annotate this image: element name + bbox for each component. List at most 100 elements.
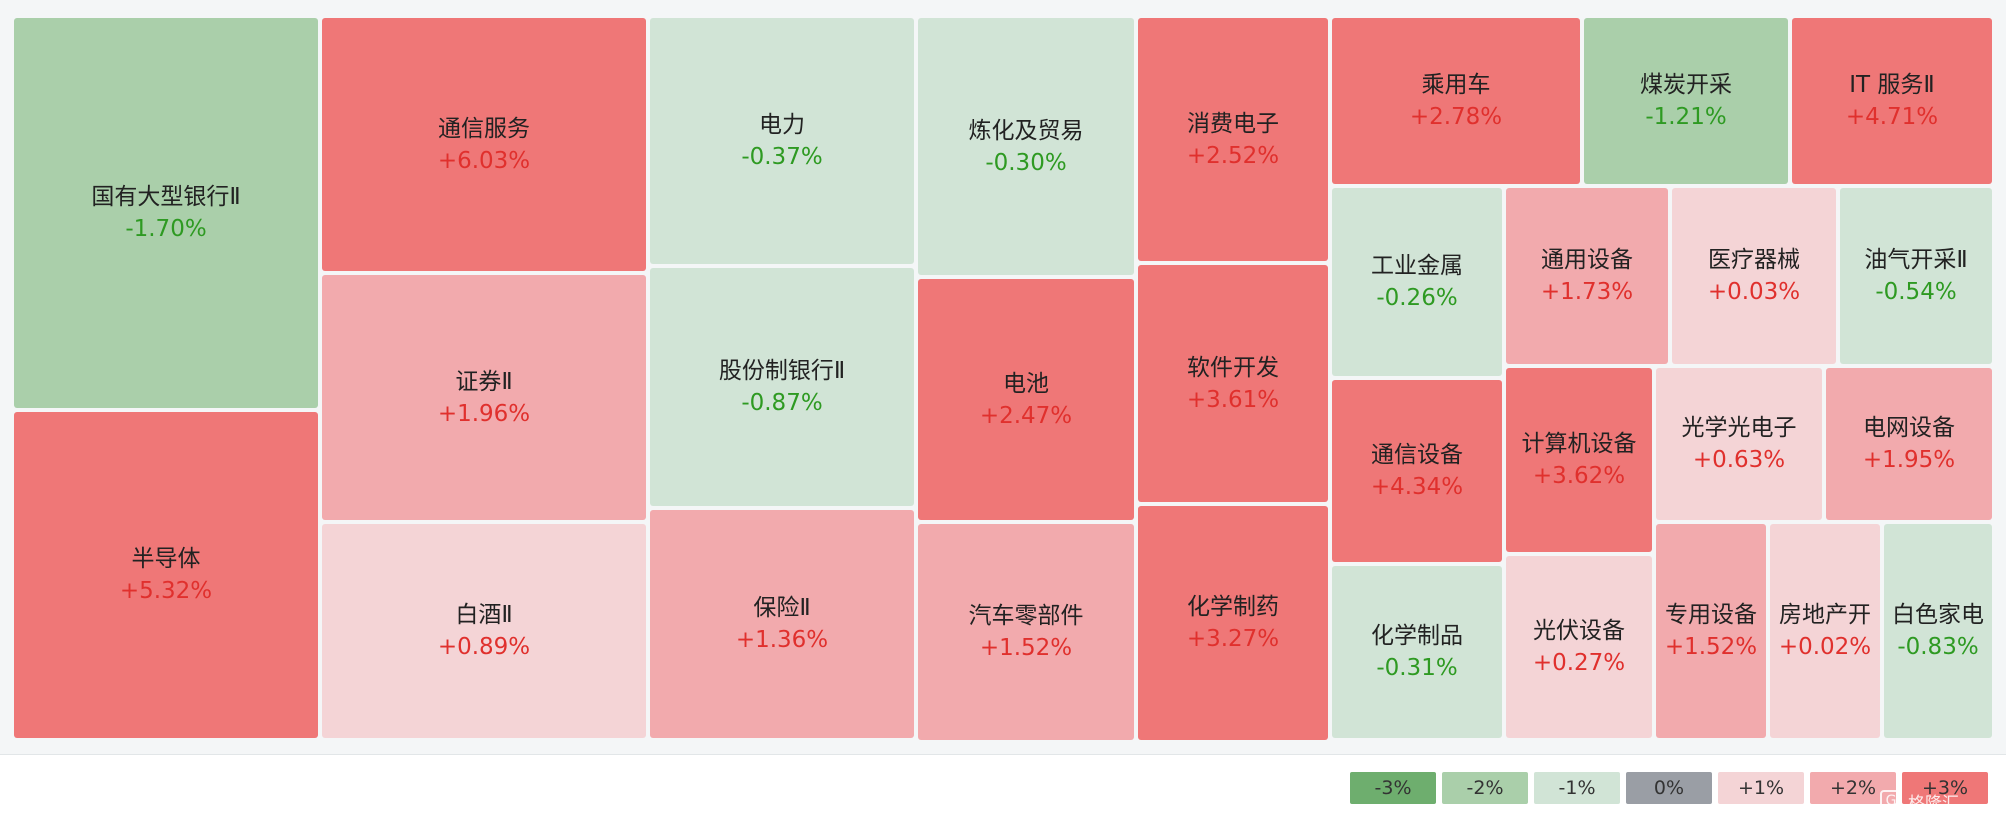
tile-change: +0.89% bbox=[437, 634, 531, 660]
legend-item: 0% bbox=[1626, 772, 1712, 804]
divider bbox=[0, 754, 2006, 755]
tile-change: +0.63% bbox=[1692, 447, 1786, 473]
treemap-tile-17[interactable]: IT 服务Ⅱ +4.71% bbox=[1792, 18, 1992, 184]
tile-name: 白色家电 bbox=[1892, 602, 1984, 628]
tile-change: +1.95% bbox=[1862, 447, 1956, 473]
treemap-tile-10[interactable]: 电池 +2.47% bbox=[918, 279, 1134, 520]
tile-change: +3.61% bbox=[1186, 386, 1280, 413]
tile-change: +4.34% bbox=[1370, 474, 1464, 500]
tile-change: -0.37% bbox=[741, 144, 823, 170]
tile-change: +3.62% bbox=[1532, 463, 1626, 489]
tile-name: 通用设备 bbox=[1541, 247, 1633, 273]
tile-name: 光学光电子 bbox=[1681, 415, 1797, 441]
tile-change: -0.83% bbox=[1897, 634, 1979, 660]
tile-name: 消费电子 bbox=[1187, 110, 1279, 137]
tile-name: IT 服务Ⅱ bbox=[1849, 72, 1935, 98]
treemap-tile-25[interactable]: 电网设备 +1.95% bbox=[1826, 368, 1992, 520]
tile-change: +0.27% bbox=[1532, 650, 1626, 676]
tile-change: -1.70% bbox=[125, 216, 207, 242]
tile-change: -0.30% bbox=[985, 149, 1067, 176]
tile-change: +1.96% bbox=[437, 400, 531, 427]
tile-name: 化学制品 bbox=[1371, 623, 1463, 649]
tile-name: 光伏设备 bbox=[1533, 618, 1625, 644]
tile-change: -0.87% bbox=[741, 390, 823, 416]
legend-item: -3% bbox=[1350, 772, 1436, 804]
tile-change: +6.03% bbox=[437, 147, 531, 174]
tile-change: +2.52% bbox=[1186, 142, 1280, 169]
tile-name: 乘用车 bbox=[1421, 72, 1491, 98]
tile-name: 油气开采Ⅱ bbox=[1864, 247, 1968, 273]
tile-change: -0.54% bbox=[1875, 279, 1957, 305]
treemap-tile-5[interactable]: 白酒Ⅱ +0.89% bbox=[322, 524, 646, 738]
treemap-tile-14[interactable]: 化学制药 +3.27% bbox=[1138, 506, 1328, 740]
tile-name: 专用设备 bbox=[1665, 602, 1757, 628]
legend-item: -2% bbox=[1442, 772, 1528, 804]
treemap-tile-6[interactable]: 电力 -0.37% bbox=[650, 18, 914, 264]
tile-name: 汽车零部件 bbox=[968, 603, 1084, 629]
tile-name: 股份制银行Ⅱ bbox=[718, 358, 846, 384]
treemap-tile-16[interactable]: 煤炭开采 -1.21% bbox=[1584, 18, 1788, 184]
treemap-tile-27[interactable]: 光伏设备 +0.27% bbox=[1506, 556, 1652, 738]
tile-change: +5.32% bbox=[119, 578, 213, 604]
treemap-tile-13[interactable]: 软件开发 +3.61% bbox=[1138, 265, 1328, 502]
tile-change: -0.31% bbox=[1376, 655, 1458, 681]
tile-name: 通信服务 bbox=[438, 115, 530, 142]
tile-name: 化学制药 bbox=[1187, 594, 1279, 620]
treemap-tile-11[interactable]: 汽车零部件 +1.52% bbox=[918, 524, 1134, 740]
treemap-tile-23[interactable]: 计算机设备 +3.62% bbox=[1506, 368, 1652, 552]
treemap-tile-30[interactable]: 白色家电 -0.83% bbox=[1884, 524, 1992, 738]
tile-name: 软件开发 bbox=[1187, 354, 1279, 381]
tile-name: 电力 bbox=[759, 112, 805, 138]
tile-name: 证券Ⅱ bbox=[455, 368, 513, 395]
watermark-text: 格隆汇 bbox=[1908, 793, 1959, 814]
tile-change: +1.52% bbox=[979, 635, 1073, 661]
legend-item: +3% bbox=[1902, 772, 1988, 804]
treemap-tile-15[interactable]: 乘用车 +2.78% bbox=[1332, 18, 1580, 184]
tile-name: 房地产开 bbox=[1779, 602, 1871, 628]
tile-name: 医疗器械 bbox=[1708, 247, 1800, 273]
treemap-tile-21[interactable]: 油气开采Ⅱ -0.54% bbox=[1840, 188, 1992, 364]
treemap-tile-8[interactable]: 保险Ⅱ +1.36% bbox=[650, 510, 914, 738]
legend-item: -1% bbox=[1534, 772, 1620, 804]
tile-name: 半导体 bbox=[131, 546, 201, 572]
treemap-tile-1[interactable]: 国有大型银行Ⅱ -1.70% bbox=[14, 18, 318, 408]
treemap-tile-2[interactable]: 半导体 +5.32% bbox=[14, 412, 318, 738]
treemap-tile-28[interactable]: 专用设备 +1.52% bbox=[1656, 524, 1766, 738]
tile-change: +1.36% bbox=[735, 627, 829, 653]
treemap-tile-18[interactable]: 工业金属 -0.26% bbox=[1332, 188, 1502, 376]
tile-name: 通信设备 bbox=[1371, 442, 1463, 468]
tile-name: 工业金属 bbox=[1371, 253, 1463, 279]
tile-name: 电池 bbox=[1003, 370, 1049, 397]
tile-change: +1.73% bbox=[1540, 279, 1634, 305]
watermark-logo-icon: G bbox=[1880, 790, 1902, 812]
treemap-tile-29[interactable]: 房地产开 +0.02% bbox=[1770, 524, 1880, 738]
tile-change: +4.71% bbox=[1845, 104, 1939, 130]
legend-item: +1% bbox=[1718, 772, 1804, 804]
treemap-tile-26[interactable]: 化学制品 -0.31% bbox=[1332, 566, 1502, 738]
treemap-tile-19[interactable]: 通用设备 +1.73% bbox=[1506, 188, 1668, 364]
treemap-tile-22[interactable]: 通信设备 +4.34% bbox=[1332, 380, 1502, 562]
tile-change: +2.47% bbox=[979, 402, 1073, 429]
tile-change: +1.52% bbox=[1664, 634, 1758, 660]
tile-name: 煤炭开采 bbox=[1640, 72, 1732, 98]
treemap-tile-9[interactable]: 炼化及贸易 -0.30% bbox=[918, 18, 1134, 275]
treemap-tile-4[interactable]: 证券Ⅱ +1.96% bbox=[322, 275, 646, 520]
treemap-tile-7[interactable]: 股份制银行Ⅱ -0.87% bbox=[650, 268, 914, 506]
tile-change: +0.02% bbox=[1778, 634, 1872, 660]
treemap-tile-20[interactable]: 医疗器械 +0.03% bbox=[1672, 188, 1836, 364]
legend-item: +2% bbox=[1810, 772, 1896, 804]
treemap-tile-3[interactable]: 通信服务 +6.03% bbox=[322, 18, 646, 271]
tile-change: -0.26% bbox=[1376, 285, 1458, 311]
tile-name: 白酒Ⅱ bbox=[455, 602, 513, 628]
tile-name: 保险Ⅱ bbox=[753, 595, 811, 621]
tile-name: 国有大型银行Ⅱ bbox=[91, 184, 241, 210]
tile-change: +3.27% bbox=[1186, 626, 1280, 652]
tile-name: 计算机设备 bbox=[1521, 431, 1637, 457]
tile-change: -1.21% bbox=[1645, 104, 1727, 130]
tile-change: +0.03% bbox=[1707, 279, 1801, 305]
tile-change: +2.78% bbox=[1409, 104, 1503, 130]
watermark: G 格隆汇 bbox=[1880, 786, 1998, 816]
treemap-tile-12[interactable]: 消费电子 +2.52% bbox=[1138, 18, 1328, 261]
treemap-tile-24[interactable]: 光学光电子 +0.63% bbox=[1656, 368, 1822, 520]
